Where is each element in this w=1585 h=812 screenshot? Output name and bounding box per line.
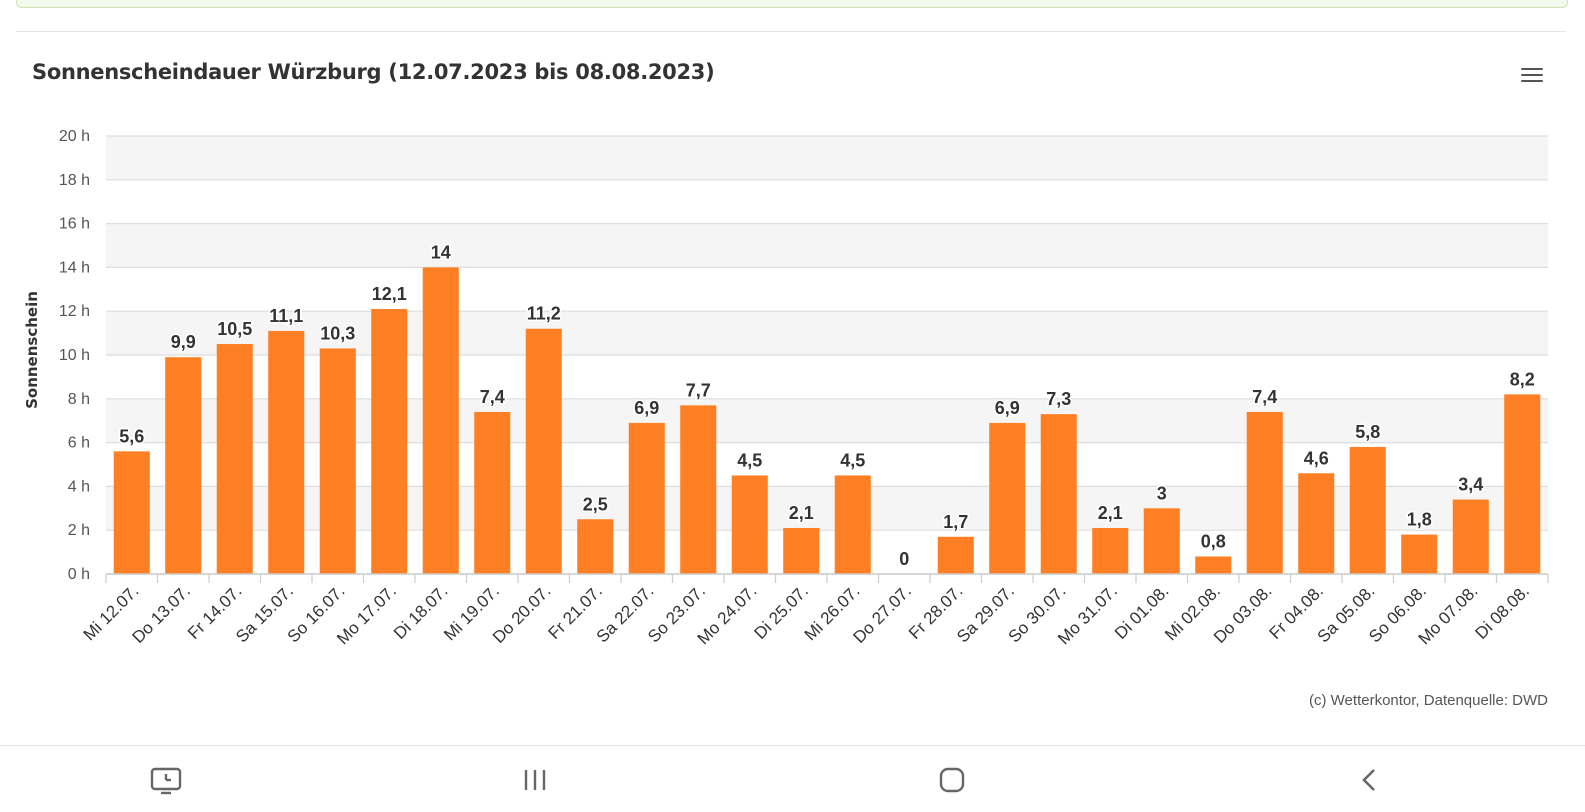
bar[interactable]	[989, 422, 1026, 574]
data-label: 7,4	[480, 387, 505, 407]
bar[interactable]	[1246, 411, 1283, 574]
data-label: 9,9	[171, 332, 196, 352]
data-label: 12,1	[372, 284, 407, 304]
y-tick-label: 14 h	[59, 259, 90, 276]
bar[interactable]	[628, 422, 665, 574]
y-tick-label: 0 h	[68, 566, 90, 583]
data-label: 0,8	[1201, 531, 1226, 551]
data-label: 2,1	[1098, 503, 1123, 523]
bar[interactable]	[268, 330, 305, 574]
home-icon	[939, 767, 965, 793]
data-label: 4,5	[737, 450, 762, 470]
bar[interactable]	[834, 475, 871, 574]
bar-chart: 0 h2 h4 h6 h8 h10 h12 h14 h16 h18 h20 h …	[23, 128, 1549, 648]
data-label: 3,4	[1458, 475, 1483, 495]
bar[interactable]	[1092, 528, 1129, 574]
hamburger-menu-icon	[1518, 68, 1546, 82]
data-label: 5,6	[119, 426, 144, 446]
y-tick-label: 12 h	[59, 303, 90, 320]
screenshot-icon	[150, 767, 182, 795]
bar[interactable]	[1298, 473, 1335, 574]
y-tick-label: 10 h	[59, 347, 90, 364]
data-label: 7,3	[1046, 389, 1071, 409]
data-label: 11,1	[269, 306, 303, 326]
data-label: 2,1	[789, 503, 814, 523]
data-label: 5,8	[1355, 422, 1380, 442]
recent-apps-icon	[524, 770, 546, 790]
y-axis-label: Sonnenschein	[23, 291, 41, 409]
divider	[16, 31, 1566, 32]
bar[interactable]	[1195, 556, 1232, 574]
bars	[113, 267, 1541, 574]
plot-bands	[106, 136, 1548, 531]
data-label: 6,9	[995, 398, 1020, 418]
chart-credits[interactable]: (c) Wetterkontor, Datenquelle: DWD	[1309, 692, 1548, 709]
navigation-bar	[0, 745, 1585, 812]
y-axis-ticks: 0 h 2 h 4 h 6 h 8 h 10 h 12 h 14 h 16 h 18 h 20 h	[59, 128, 90, 583]
data-label: 1,8	[1407, 510, 1432, 530]
data-label: 2,5	[583, 494, 608, 514]
bar[interactable]	[1401, 534, 1438, 574]
data-label: 10,5	[217, 319, 252, 339]
y-tick-label: 6 h	[68, 435, 90, 452]
x-axis: Mi 12.07.Do 13.07.Fr 14.07.Sa 15.07.So 1…	[80, 573, 1549, 648]
y-tick-label: 16 h	[59, 216, 90, 233]
y-tick-label: 20 h	[59, 128, 90, 145]
bar[interactable]	[783, 528, 820, 574]
data-label: 10,3	[320, 323, 355, 343]
bar[interactable]	[525, 328, 562, 574]
top-banner	[16, 0, 1568, 8]
data-label: 6,9	[634, 398, 659, 418]
plot-band	[106, 311, 1548, 355]
y-tick-label: 18 h	[59, 172, 90, 189]
bar[interactable]	[216, 344, 253, 574]
data-label: 7,4	[1252, 387, 1277, 407]
screenshot-button[interactable]	[148, 764, 188, 796]
recent-apps-button[interactable]	[515, 764, 555, 796]
data-label: 14	[431, 242, 451, 262]
plot-band	[106, 136, 1548, 180]
home-button[interactable]	[932, 764, 972, 796]
x-tick-label: Di 08.08.	[1472, 581, 1534, 643]
data-label: 11,2	[527, 304, 561, 324]
data-label: 8,2	[1510, 369, 1535, 389]
bar[interactable]	[474, 411, 511, 574]
bar[interactable]	[1504, 394, 1541, 574]
bar[interactable]	[937, 536, 974, 574]
y-tick-label: 4 h	[68, 478, 90, 495]
bar[interactable]	[1349, 446, 1386, 574]
data-label: 4,5	[840, 450, 865, 470]
data-label: 3	[1157, 483, 1167, 503]
data-label: 7,7	[686, 380, 711, 400]
back-button[interactable]	[1350, 764, 1390, 796]
bar[interactable]	[1143, 508, 1180, 574]
data-label: 4,6	[1304, 448, 1329, 468]
bar[interactable]	[577, 519, 614, 574]
bar[interactable]	[319, 348, 356, 574]
bar[interactable]	[165, 357, 202, 574]
chart-menu-button[interactable]	[1518, 64, 1546, 88]
y-tick-label: 8 h	[68, 391, 90, 408]
bar[interactable]	[731, 475, 768, 574]
data-label: 1,7	[943, 512, 968, 532]
y-tick-label: 2 h	[68, 522, 90, 539]
bar[interactable]	[371, 309, 408, 574]
bar[interactable]	[422, 267, 459, 574]
plot-band	[106, 223, 1548, 268]
chart-title: Sonnenscheindauer Würzburg (12.07.2023 b…	[32, 60, 715, 84]
data-labels: 5,6 9,9 10,5 11,1 10,3 12,1 14 7,4 11,2 2,5 6,9 7,7…	[118, 241, 1537, 571]
bar[interactable]	[1040, 414, 1077, 574]
back-icon	[1362, 769, 1375, 791]
bar[interactable]	[680, 405, 717, 574]
bar[interactable]	[113, 451, 150, 574]
data-label: 0	[899, 549, 909, 569]
bar[interactable]	[1452, 499, 1489, 574]
